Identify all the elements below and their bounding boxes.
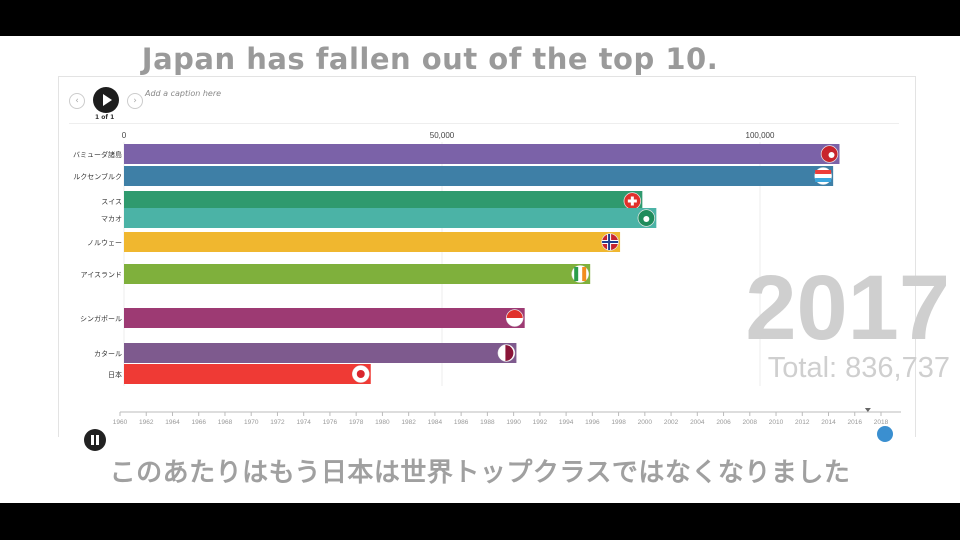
- bar-label: シンガポール: [80, 314, 122, 323]
- timeline-year-label: 1962: [139, 419, 154, 426]
- bermuda-flag-shield: [828, 152, 835, 158]
- play-button[interactable]: [93, 87, 119, 113]
- macau-flag-lotus: [643, 216, 650, 222]
- iceland-flag-orange: [582, 267, 587, 281]
- bar-chart-race: 0 50,000 100,000 バミューダ諸島ルクセンブルクスイスマカオノルウェーア…: [73, 131, 901, 442]
- x-tick-label: 50,000: [430, 131, 455, 140]
- timeline-handle[interactable]: [864, 408, 871, 412]
- bar-macau: [124, 208, 657, 228]
- timeline-year-label: 1982: [401, 419, 416, 426]
- japanese-subtitle: このあたりはもう日本は世界トップクラスではなくなりました: [109, 458, 851, 488]
- caption-placeholder[interactable]: Add a caption here: [145, 89, 222, 98]
- bar-qatar: [124, 343, 517, 363]
- timeline-year-label: 2004: [690, 419, 705, 426]
- timeline-year-label: 1992: [533, 419, 548, 426]
- bar-label: ノルウェー: [87, 239, 122, 247]
- bar-iceland: [124, 264, 591, 284]
- japan-flag-sun: [356, 370, 365, 378]
- bar-label: バミューダ諸島: [73, 150, 122, 159]
- timeline-year-label: 2006: [716, 419, 731, 426]
- bar-bermuda: [124, 144, 840, 164]
- pause-button[interactable]: [84, 429, 106, 451]
- x-tick-label: 0: [122, 131, 127, 140]
- timeline-year-label: 2016: [848, 419, 863, 426]
- timeline-year-label: 1998: [611, 419, 626, 426]
- timeline-year-label: 1988: [480, 419, 495, 426]
- qatar-flag-maroon: [505, 345, 514, 361]
- bar-label: マカオ: [101, 215, 122, 223]
- timeline-year-label: 2008: [743, 419, 758, 426]
- headline: Japan has fallen out of the top 10.: [141, 42, 719, 76]
- next-arrow-icon[interactable]: ›: [127, 93, 143, 109]
- video-frame: Japan has fallen out of the top 10. ‹ › …: [0, 36, 960, 503]
- switzerland-flag-cross-h: [627, 199, 637, 203]
- timeline-year-label: 1960: [113, 419, 128, 426]
- timeline-year-label: 1970: [244, 419, 259, 426]
- bar-label: ルクセンブルク: [73, 172, 122, 181]
- bar-japan: [124, 364, 371, 384]
- timeline-year-label: 2010: [769, 419, 784, 426]
- bar-label: アイスランド: [81, 271, 122, 279]
- prev-arrow-icon[interactable]: ‹: [69, 93, 85, 109]
- timeline-year-label: 1986: [454, 419, 469, 426]
- timeline-year-label: 1996: [585, 419, 600, 426]
- luxembourg-flag-red: [815, 170, 832, 174]
- bar-label: カタール: [94, 349, 122, 358]
- bar-luxembourg: [124, 166, 834, 186]
- timeline-year-label: 1980: [375, 419, 390, 426]
- timeline-year-label: 1974: [296, 419, 311, 426]
- timeline-year-label: 2012: [795, 419, 810, 426]
- story-toolbar: ‹ › 1 of 1 Add a caption here: [69, 83, 899, 124]
- bar-label: スイス: [101, 198, 122, 206]
- timeline-year-label: 1994: [559, 419, 574, 426]
- norway-flag-blue-h: [602, 241, 619, 243]
- x-tick-label: 100,000: [746, 131, 775, 140]
- timeline-year-label: 2014: [821, 419, 836, 426]
- timeline-year-label: 1964: [165, 419, 180, 426]
- timeline-year-label: 2002: [664, 419, 679, 426]
- total-overlay: Total: 836,737: [767, 352, 950, 384]
- timeline-year-label: 2018: [874, 419, 889, 426]
- timeline-year-label: 2000: [638, 419, 653, 426]
- timeline-year-label: 1978: [349, 419, 364, 426]
- timeline-year-label: 1966: [191, 419, 206, 426]
- timeline-end-marker: [877, 426, 893, 442]
- page-indicator: 1 of 1: [95, 114, 115, 121]
- year-overlay: 2017: [745, 257, 950, 359]
- bar-norway: [124, 232, 621, 252]
- bar-label: 日本: [108, 370, 122, 379]
- timeline-year-label: 1990: [506, 419, 521, 426]
- bar-switzerland: [124, 191, 643, 211]
- iceland-flag-green: [574, 267, 579, 281]
- timeline-year-label: 1976: [323, 419, 338, 426]
- bar-singapore: [124, 308, 525, 328]
- luxembourg-flag-blue: [815, 178, 832, 182]
- singapore-flag-red: [506, 310, 523, 318]
- timeline-year-label: 1968: [218, 419, 233, 426]
- timeline-year-label: 1984: [428, 419, 443, 426]
- timeline-year-label: 1972: [270, 419, 285, 426]
